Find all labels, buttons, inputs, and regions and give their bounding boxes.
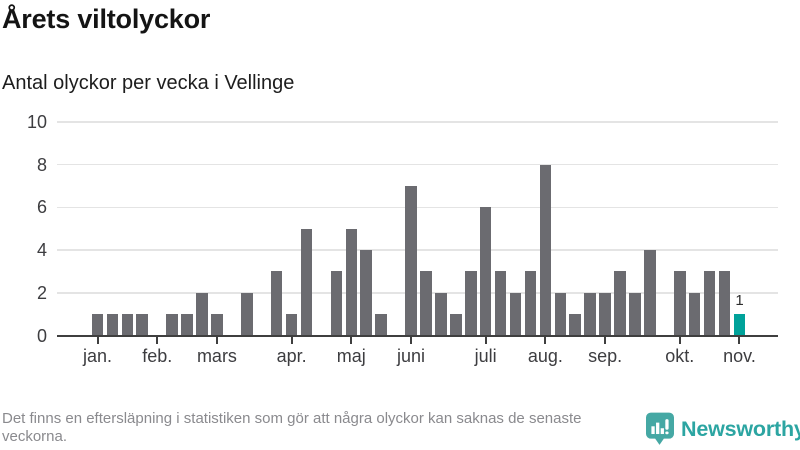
bar-week-37 xyxy=(629,292,641,336)
bar-week-44 xyxy=(733,314,746,336)
logo-bar-2 xyxy=(656,422,660,435)
bar-week-14 xyxy=(285,314,298,336)
bar-week-43 xyxy=(718,271,731,336)
y-axis-label-4: 4 xyxy=(36,240,47,261)
bar-week-33 xyxy=(569,314,582,336)
x-tick-juni xyxy=(410,336,413,344)
x-tick-feb xyxy=(156,336,159,344)
bar-week-9 xyxy=(211,314,223,336)
page-title: Årets viltolyckor xyxy=(2,4,211,34)
bar-week-2 xyxy=(106,314,119,336)
bar-week-40 xyxy=(673,271,686,336)
x-tick-mars xyxy=(215,336,218,344)
bar-week-30 xyxy=(524,271,537,336)
bar-week-26 xyxy=(464,271,477,336)
x-axis-label-nov: nov. xyxy=(723,345,756,366)
logo-exclamation-stem xyxy=(665,419,669,430)
bar-week-15 xyxy=(300,228,313,336)
bar-week-4 xyxy=(136,314,149,336)
highlight-value-label: 1 xyxy=(735,292,744,310)
chart-subtitle: Antal olyckor per vecka i Vellinge xyxy=(2,72,295,94)
gridline-y10 xyxy=(57,121,778,123)
x-axis-label-jan: jan. xyxy=(82,345,113,366)
bar-week-24 xyxy=(435,292,447,336)
bar-week-19 xyxy=(360,250,373,336)
x-tick-okt xyxy=(678,336,681,344)
logo-exclamation-dot xyxy=(665,431,669,435)
gridline-y4 xyxy=(57,249,778,251)
bar-chart-plot-area: 0 2 4 6 8 10 jan. feb. mars apr. maj juni juli aug. se… xyxy=(0,110,800,380)
x-axis-label-juni: juni xyxy=(397,345,426,366)
x-tick-aug xyxy=(544,336,547,344)
x-axis-label-juli: juli xyxy=(474,345,497,366)
x-axis-label-feb: feb. xyxy=(142,345,173,366)
bar-week-41 xyxy=(688,292,701,336)
x-axis-label-okt: okt. xyxy=(665,345,695,366)
bar-week-31 xyxy=(539,164,552,336)
bar-week-35 xyxy=(599,292,611,336)
bar-week-3 xyxy=(121,314,134,336)
bar-week-22 xyxy=(405,186,417,336)
bar-week-1 xyxy=(91,314,104,336)
x-axis-label-maj: maj xyxy=(336,345,366,366)
x-tick-nov xyxy=(738,336,741,344)
newsworthy-logo-icon xyxy=(646,412,674,445)
x-axis-label-mars: mars xyxy=(196,345,237,366)
x-tick-juli xyxy=(484,336,487,344)
bar-week-13 xyxy=(270,271,283,336)
x-axis-label-apr: apr. xyxy=(276,345,307,366)
newsworthy-logo-text: Newsworthy xyxy=(681,416,800,441)
bar-week-18 xyxy=(345,228,358,336)
bar-week-8 xyxy=(196,292,208,336)
bar-week-23 xyxy=(420,271,432,336)
bar-week-17 xyxy=(330,271,343,336)
bar-week-27 xyxy=(479,207,492,336)
gridline-y8 xyxy=(57,163,778,166)
bar-week-36 xyxy=(614,271,626,336)
bar-week-38 xyxy=(644,250,656,336)
x-axis-label-sep: sep. xyxy=(588,345,623,366)
bar-week-20 xyxy=(375,314,387,336)
y-axis-label-10: 10 xyxy=(26,112,47,132)
bar-week-29 xyxy=(509,292,522,336)
y-axis-label-2: 2 xyxy=(36,282,47,303)
footer-note: Det finns en eftersläpning i statistiken… xyxy=(2,410,582,445)
x-tick-apr xyxy=(290,336,293,344)
gridline-y6 xyxy=(57,206,778,209)
x-axis-label-aug: aug. xyxy=(527,345,563,366)
logo-bar-1 xyxy=(651,426,655,435)
y-axis-label-8: 8 xyxy=(36,154,47,175)
x-tick-jan xyxy=(96,336,99,344)
newsworthy-logo: Newsworthy xyxy=(646,411,800,447)
x-tick-sep xyxy=(604,336,607,344)
bar-week-42 xyxy=(703,271,716,336)
bar-week-11 xyxy=(241,292,253,336)
x-tick-maj xyxy=(350,336,353,344)
bar-week-34 xyxy=(584,292,596,336)
bar-week-28 xyxy=(494,271,507,336)
bar-week-32 xyxy=(554,292,567,336)
y-axis-label-0: 0 xyxy=(36,325,47,346)
bar-week-25 xyxy=(450,314,462,336)
bar-week-7 xyxy=(181,314,193,336)
x-axis-line xyxy=(57,334,778,337)
gridline-y2 xyxy=(57,292,778,294)
y-axis-label-6: 6 xyxy=(36,197,47,218)
logo-bar-3 xyxy=(660,428,664,435)
bar-week-6 xyxy=(166,314,178,336)
